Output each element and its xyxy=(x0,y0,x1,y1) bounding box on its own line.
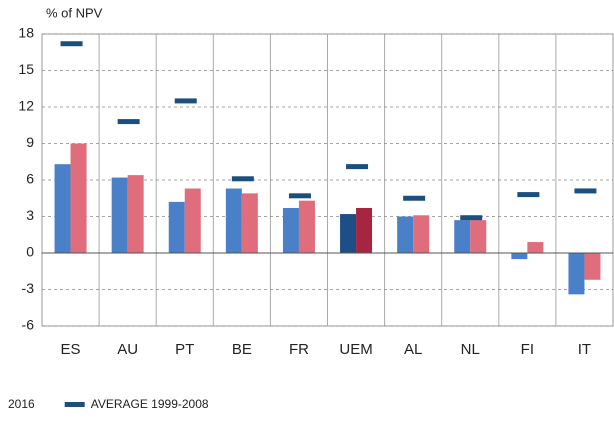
bar xyxy=(54,164,71,253)
bar xyxy=(511,253,528,260)
bar xyxy=(168,201,185,253)
x-tick-label: AL xyxy=(404,341,422,358)
bar xyxy=(356,207,373,253)
bar xyxy=(413,215,430,253)
y-tick-label: 0 xyxy=(26,244,34,260)
average-marker xyxy=(60,41,83,47)
y-tick-label: 6 xyxy=(26,171,34,187)
bar xyxy=(127,175,144,253)
average-marker xyxy=(288,193,311,199)
x-tick-label: ES xyxy=(61,341,81,358)
y-axis-label: % of NPV xyxy=(46,5,103,20)
x-tick-label: IT xyxy=(578,341,591,358)
legend-label: 2016 xyxy=(8,397,35,411)
bar xyxy=(527,242,544,253)
average-marker xyxy=(574,188,597,194)
bar xyxy=(225,188,242,253)
y-tick-label: 12 xyxy=(18,98,34,114)
bar xyxy=(241,193,258,253)
y-tick-label: -3 xyxy=(22,280,35,296)
x-tick-label: PT xyxy=(175,341,194,358)
legend-swatch xyxy=(64,402,85,407)
average-marker xyxy=(460,215,483,221)
x-tick-label: UEM xyxy=(339,341,372,358)
y-tick-label: 15 xyxy=(18,61,34,77)
x-tick-label: BE xyxy=(232,341,252,358)
x-tick-label: AU xyxy=(117,341,138,358)
bar xyxy=(470,220,487,253)
y-tick-label: 9 xyxy=(26,134,34,150)
average-marker xyxy=(403,195,426,201)
bar xyxy=(340,214,357,253)
average-marker xyxy=(231,176,254,182)
x-tick-label: NL xyxy=(461,341,480,358)
bar xyxy=(111,177,128,253)
bar xyxy=(568,253,585,295)
bar xyxy=(397,216,414,253)
bar xyxy=(454,220,471,253)
x-tick-label: FR xyxy=(289,341,309,358)
average-marker xyxy=(346,164,369,170)
average-marker xyxy=(117,119,140,125)
average-marker xyxy=(174,98,197,104)
y-tick-label: 18 xyxy=(18,25,34,41)
bar xyxy=(70,143,87,253)
x-tick-label: FI xyxy=(521,341,534,358)
average-marker xyxy=(517,192,540,198)
bar xyxy=(298,200,315,253)
legend-label: AVERAGE 1999-2008 xyxy=(91,397,209,411)
y-tick-label: -6 xyxy=(22,317,35,333)
bar xyxy=(282,207,299,253)
y-tick-label: 3 xyxy=(26,207,34,223)
bar xyxy=(584,253,601,280)
bar xyxy=(184,188,201,253)
